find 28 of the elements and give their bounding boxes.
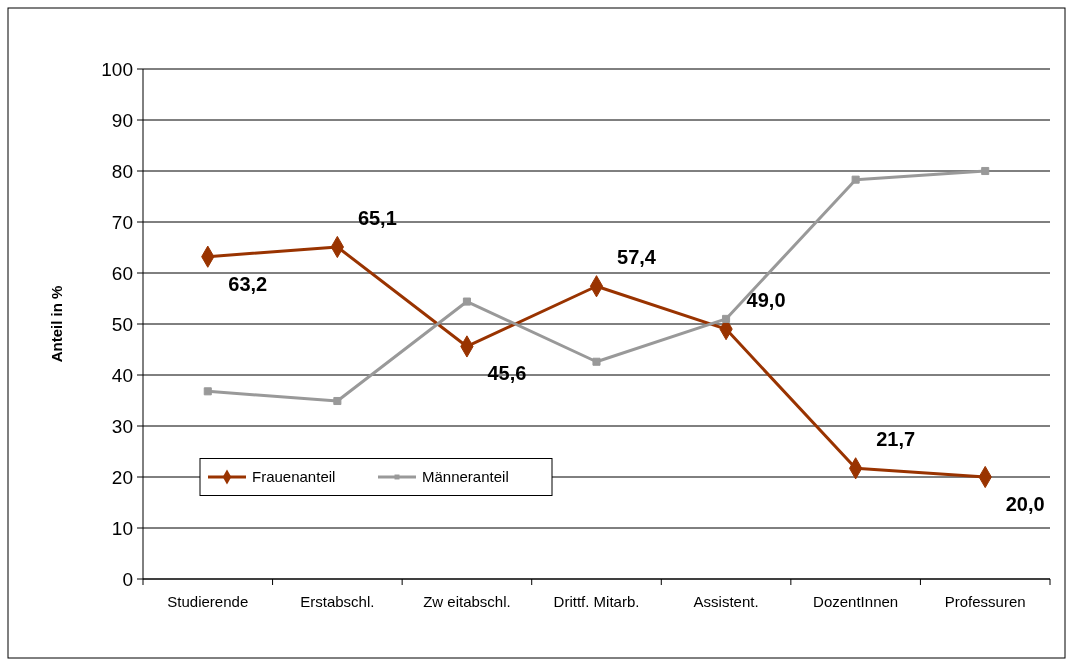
y-tick-label: 60 xyxy=(111,262,133,284)
data-label: 45,6 xyxy=(487,362,527,385)
x-tick-label: Assistent. xyxy=(693,593,759,610)
data-label: 63,2 xyxy=(228,272,268,295)
legend-label: Frauenanteil xyxy=(252,468,336,486)
data-label: 21,7 xyxy=(876,428,916,451)
data-label: 57,4 xyxy=(617,246,657,269)
y-tick-label: 30 xyxy=(111,415,133,437)
x-tick-label: Drittf. Mitarb. xyxy=(553,593,640,610)
y-tick-label: 90 xyxy=(111,109,133,131)
x-tick-label: Professuren xyxy=(944,593,1026,610)
data-label: 20,0 xyxy=(1005,493,1045,515)
y-tick-label: 0 xyxy=(122,568,133,590)
y-tick-label: 70 xyxy=(111,211,133,233)
legend-label: Männeranteil xyxy=(422,468,509,486)
y-tick-label: 40 xyxy=(111,364,133,386)
data-label: 65,1 xyxy=(357,206,397,229)
y-tick-label: 100 xyxy=(101,58,133,80)
data-label: 49,0 xyxy=(746,289,786,312)
y-tick-label: 10 xyxy=(111,517,133,539)
y-tick-label: 20 xyxy=(111,466,133,488)
y-axis-title: Anteil in % xyxy=(48,285,65,363)
x-tick-label: Zw eitabschl. xyxy=(423,593,511,610)
y-tick-label: 50 xyxy=(111,313,133,335)
x-tick-label: Studierende xyxy=(167,593,249,610)
x-tick-label: DozentInnen xyxy=(813,593,899,610)
x-tick-label: Erstabschl. xyxy=(300,593,375,610)
y-tick-label: 80 xyxy=(111,160,133,182)
